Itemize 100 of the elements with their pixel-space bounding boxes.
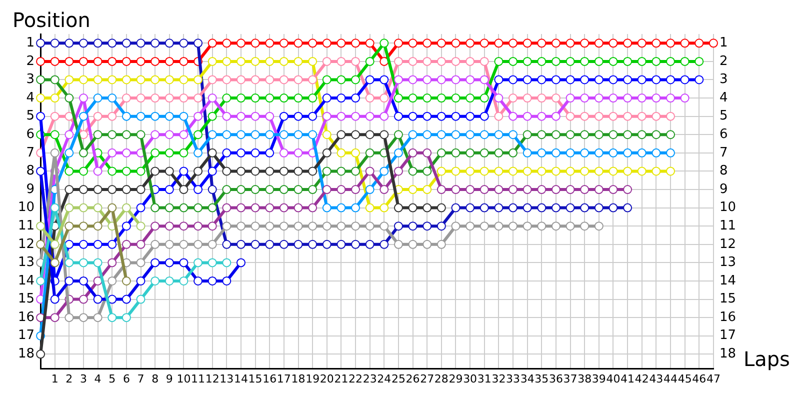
point bbox=[494, 148, 504, 158]
point bbox=[494, 222, 504, 231]
point bbox=[408, 148, 418, 158]
y2-tick-label: 11 bbox=[719, 218, 736, 234]
x-tick-label: 13 bbox=[220, 372, 234, 386]
point bbox=[494, 166, 504, 176]
point bbox=[179, 38, 188, 48]
point bbox=[50, 94, 60, 103]
point bbox=[537, 38, 546, 48]
point bbox=[422, 75, 432, 84]
point bbox=[36, 75, 46, 84]
point bbox=[666, 38, 676, 48]
point bbox=[537, 148, 546, 158]
point bbox=[623, 94, 632, 103]
point bbox=[93, 94, 102, 103]
point bbox=[652, 166, 661, 176]
y2-tick-label: 5 bbox=[719, 108, 728, 124]
point bbox=[422, 94, 432, 103]
point bbox=[222, 185, 232, 194]
point bbox=[351, 112, 360, 121]
point bbox=[279, 240, 288, 249]
point bbox=[64, 148, 74, 158]
point bbox=[236, 166, 246, 176]
point bbox=[623, 185, 632, 194]
x-tick-label: 32 bbox=[492, 372, 506, 386]
point bbox=[122, 276, 131, 286]
y-axis-title: Position bbox=[12, 8, 90, 32]
point bbox=[108, 240, 117, 249]
x-tick-label: 5 bbox=[108, 372, 116, 386]
point bbox=[594, 38, 604, 48]
point bbox=[566, 94, 575, 103]
point bbox=[380, 75, 389, 84]
x-tick-label: 46 bbox=[692, 372, 706, 386]
x-tick-label: 21 bbox=[334, 372, 348, 386]
point bbox=[436, 130, 446, 140]
point bbox=[508, 56, 518, 66]
x-tick-label: 8 bbox=[152, 372, 159, 386]
point bbox=[222, 148, 232, 158]
point bbox=[108, 276, 117, 286]
point bbox=[365, 222, 374, 231]
point bbox=[336, 240, 346, 249]
point bbox=[265, 148, 274, 158]
point bbox=[451, 94, 460, 103]
point bbox=[294, 203, 303, 212]
point bbox=[694, 56, 704, 66]
point bbox=[336, 166, 346, 176]
point bbox=[537, 75, 546, 84]
point bbox=[164, 258, 174, 268]
point bbox=[351, 75, 360, 84]
point bbox=[164, 38, 174, 48]
point bbox=[365, 240, 374, 249]
y-tick-label: 9 bbox=[26, 182, 35, 197]
y-tick-label: 17 bbox=[18, 328, 35, 344]
point bbox=[623, 130, 632, 140]
point bbox=[78, 276, 88, 286]
point bbox=[122, 203, 131, 212]
point bbox=[150, 166, 160, 176]
point bbox=[537, 166, 546, 176]
point bbox=[179, 56, 188, 66]
point bbox=[194, 258, 203, 268]
point bbox=[466, 148, 475, 158]
point bbox=[50, 313, 60, 322]
x-tick-label: 14 bbox=[234, 372, 248, 386]
y2-tick-label: 10 bbox=[719, 200, 736, 216]
point bbox=[408, 166, 418, 176]
point bbox=[623, 75, 632, 84]
point bbox=[551, 38, 560, 48]
point bbox=[265, 166, 274, 176]
x-tick-label: 30 bbox=[463, 372, 478, 386]
point bbox=[222, 94, 232, 103]
point bbox=[336, 203, 346, 212]
point bbox=[408, 94, 418, 103]
point bbox=[108, 148, 117, 158]
point bbox=[308, 222, 318, 231]
point bbox=[408, 185, 418, 194]
point bbox=[666, 148, 676, 158]
point bbox=[522, 56, 532, 66]
point bbox=[322, 148, 332, 158]
point bbox=[336, 38, 346, 48]
point bbox=[551, 56, 560, 66]
point bbox=[265, 185, 274, 194]
point bbox=[36, 166, 46, 176]
point bbox=[194, 222, 203, 231]
point bbox=[436, 203, 446, 212]
point bbox=[580, 130, 590, 140]
point bbox=[480, 56, 489, 66]
point bbox=[436, 75, 446, 84]
point bbox=[537, 94, 546, 103]
point bbox=[466, 112, 475, 121]
point bbox=[480, 203, 489, 212]
point bbox=[265, 130, 274, 140]
point bbox=[236, 148, 246, 158]
point bbox=[308, 75, 318, 84]
point bbox=[623, 166, 632, 176]
point bbox=[537, 56, 546, 66]
point bbox=[208, 94, 217, 103]
point bbox=[365, 112, 374, 121]
point bbox=[279, 112, 288, 121]
point bbox=[308, 56, 318, 66]
y-tick-label: 14 bbox=[18, 273, 35, 288]
